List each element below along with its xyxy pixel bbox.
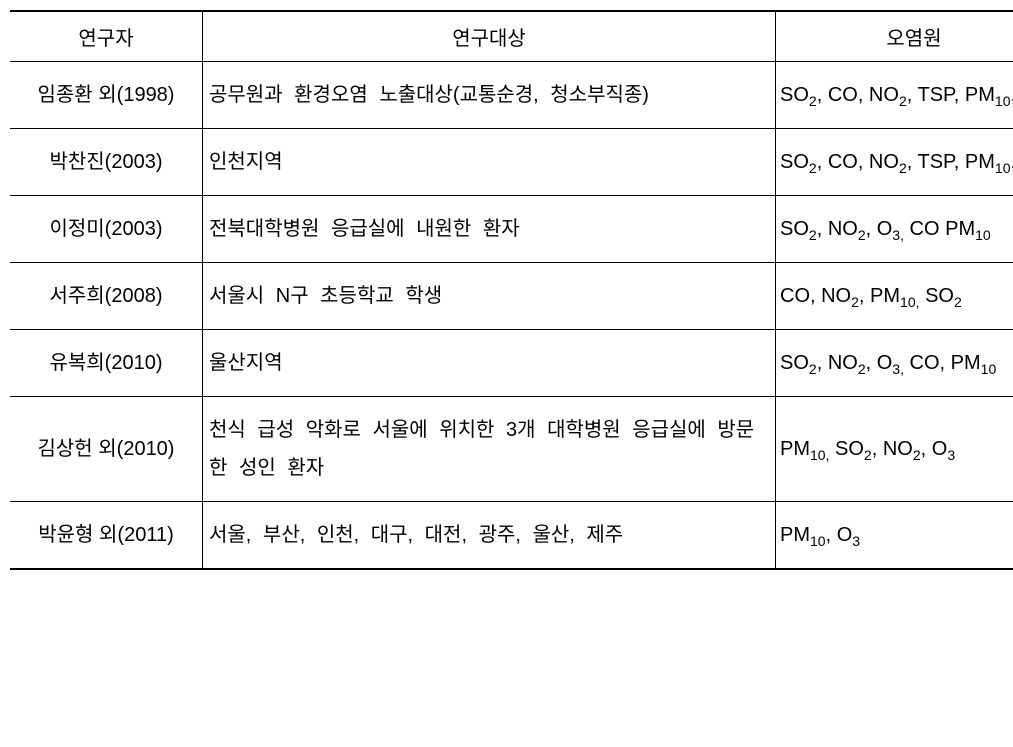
cell-researcher: 임종환 외(1998) bbox=[10, 62, 203, 129]
header-subject: 연구대상 bbox=[203, 11, 776, 62]
header-pollutants: 오염원 bbox=[776, 11, 1013, 62]
table-row: 서주희(2008)서울시 N구 초등학교 학생CO, NO2, PM10, SO… bbox=[10, 263, 1013, 330]
cell-pollutants: SO2, CO, NO2, TSP, PM10, O3 bbox=[776, 129, 1013, 196]
cell-researcher: 박찬진(2003) bbox=[10, 129, 203, 196]
table-row: 박윤형 외(2011)서울, 부산, 인천, 대구, 대전, 광주, 울산, 제… bbox=[10, 502, 1013, 570]
cell-researcher: 김상헌 외(2010) bbox=[10, 397, 203, 502]
cell-researcher: 이정미(2003) bbox=[10, 196, 203, 263]
cell-pollutants: SO2, NO2, O3, CO, PM10 bbox=[776, 330, 1013, 397]
cell-subject: 인천지역 bbox=[203, 129, 776, 196]
table-row: 유복희(2010)울산지역SO2, NO2, O3, CO, PM10 bbox=[10, 330, 1013, 397]
cell-researcher: 박윤형 외(2011) bbox=[10, 502, 203, 570]
cell-subject: 공무원과 환경오염 노출대상(교통순경, 청소부직종) bbox=[203, 62, 776, 129]
cell-pollutants: SO2, CO, NO2, TSP, PM10, O3 bbox=[776, 62, 1013, 129]
cell-subject: 울산지역 bbox=[203, 330, 776, 397]
cell-researcher: 서주희(2008) bbox=[10, 263, 203, 330]
cell-subject: 전북대학병원 응급실에 내원한 환자 bbox=[203, 196, 776, 263]
table-row: 김상헌 외(2010)천식 급성 악화로 서울에 위치한 3개 대학병원 응급실… bbox=[10, 397, 1013, 502]
cell-subject: 천식 급성 악화로 서울에 위치한 3개 대학병원 응급실에 방문한 성인 환자 bbox=[203, 397, 776, 502]
research-table: 연구자 연구대상 오염원 임종환 외(1998)공무원과 환경오염 노출대상(교… bbox=[10, 10, 1013, 570]
header-researcher: 연구자 bbox=[10, 11, 203, 62]
table-row: 박찬진(2003)인천지역SO2, CO, NO2, TSP, PM10, O3 bbox=[10, 129, 1013, 196]
header-row: 연구자 연구대상 오염원 bbox=[10, 11, 1013, 62]
cell-pollutants: PM10, O3 bbox=[776, 502, 1013, 570]
cell-pollutants: SO2, NO2, O3, CO PM10 bbox=[776, 196, 1013, 263]
cell-researcher: 유복희(2010) bbox=[10, 330, 203, 397]
cell-pollutants: CO, NO2, PM10, SO2 bbox=[776, 263, 1013, 330]
cell-subject: 서울, 부산, 인천, 대구, 대전, 광주, 울산, 제주 bbox=[203, 502, 776, 570]
table-row: 임종환 외(1998)공무원과 환경오염 노출대상(교통순경, 청소부직종)SO… bbox=[10, 62, 1013, 129]
table-row: 이정미(2003)전북대학병원 응급실에 내원한 환자SO2, NO2, O3,… bbox=[10, 196, 1013, 263]
cell-subject: 서울시 N구 초등학교 학생 bbox=[203, 263, 776, 330]
cell-pollutants: PM10, SO2, NO2, O3 bbox=[776, 397, 1013, 502]
table-body: 임종환 외(1998)공무원과 환경오염 노출대상(교통순경, 청소부직종)SO… bbox=[10, 62, 1013, 570]
